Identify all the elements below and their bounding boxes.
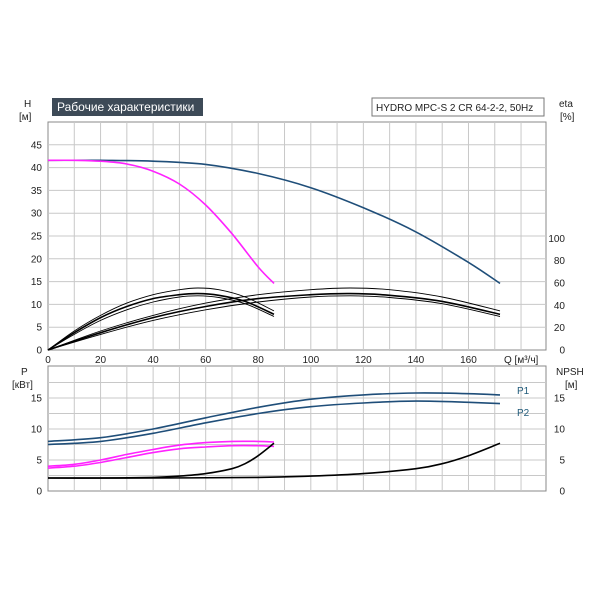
series-line-power-1-pump-lower [47,444,275,469]
y2-tick-label: 15 [554,394,566,405]
series-line-npsh-2-pumps [47,442,501,479]
chart-title: Рабочие характеристики [57,100,194,114]
series-line-eta-2-pumps-upper [47,287,501,351]
y-tick-label: 15 [31,394,43,405]
title-box [52,98,203,116]
y-tick-label: 10 [31,425,43,436]
series-line-eta-2-pumps [47,292,501,351]
y-axis-label-bottom-symbol: P [21,367,28,378]
series-label-p1: P1 [517,386,530,397]
series-line-p2 [47,400,501,446]
series-line-p1 [47,392,501,443]
y2-tick-label: 0 [559,346,565,357]
y-tick-label: 25 [31,232,43,243]
y-axis-label-top-symbol: H [24,99,31,110]
y-tick-label: 40 [31,163,43,174]
y2-axis-label-bottom-symbol: NPSH [556,367,584,378]
series-line-head-1-pump [47,159,275,284]
series-line-head-2-pumps [47,159,501,285]
y-tick-label: 0 [36,346,42,357]
bottom-chart-grid [47,365,547,492]
x-tick-label: 120 [355,355,372,366]
y-axis-label-top-unit: [м] [19,112,32,123]
y-tick-label: 10 [31,300,43,311]
y-tick-label: 5 [36,323,42,334]
y2-tick-label: 5 [559,456,565,467]
y2-tick-label: 10 [554,425,566,436]
y2-axis-label-top-symbol: eta [559,99,573,110]
x-tick-label: 100 [302,355,319,366]
x-axis-label: Q [м³/ч] [504,355,539,366]
y2-tick-label: 0 [559,487,565,498]
top-chart-grid [47,121,547,351]
x-tick-label: 80 [253,355,265,366]
model-box [371,97,545,117]
x-tick-label: 60 [200,355,212,366]
y-tick-label: 45 [31,140,43,151]
y2-axis-label-bottom-unit: [м] [565,380,578,391]
series-label-p2: P2 [517,408,530,419]
x-tick-label: 160 [460,355,477,366]
model-label: HYDRO MPC-S 2 CR 64-2-2, 50Hz [376,103,533,114]
x-tick-label: 140 [408,355,425,366]
y-axis-label-bottom-unit: [кВт] [12,380,33,391]
x-tick-label: 20 [95,355,107,366]
series-line-power-1-pump-upper [47,440,275,467]
y-tick-label: 30 [31,209,43,220]
y-tick-label: 0 [36,487,42,498]
series-line-eta-2-pumps-lower [47,295,501,351]
y-tick-label: 5 [36,456,42,467]
y2-axis-label-top-unit: [%] [560,112,575,123]
x-tick-label: 0 [45,355,51,366]
series-line-eta-1-pump-upper [47,287,275,351]
y2-tick-label: 40 [554,301,566,312]
top-chart-ticks: 0 5 10 15 20 25 30 35 40 45 0 20 40 60 80 100 0 20 40 60 80 1… [31,140,566,366]
top-chart-curves [47,159,501,351]
bottom-chart-ticks: 0 5 10 15 0 5 10 15 [31,394,566,498]
series-line-eta-1-pump-lower [47,295,275,351]
y2-tick-label: 80 [554,256,566,267]
y2-tick-label: 20 [554,323,566,334]
y-tick-label: 15 [31,277,43,288]
y-tick-label: 35 [31,186,43,197]
x-tick-label: 40 [148,355,160,366]
y2-tick-label: 60 [554,279,566,290]
bottom-chart-curves [47,392,501,479]
y2-tick-label: 100 [548,234,565,245]
series-line-eta-1-pump [47,292,275,351]
y-tick-label: 20 [31,254,43,265]
